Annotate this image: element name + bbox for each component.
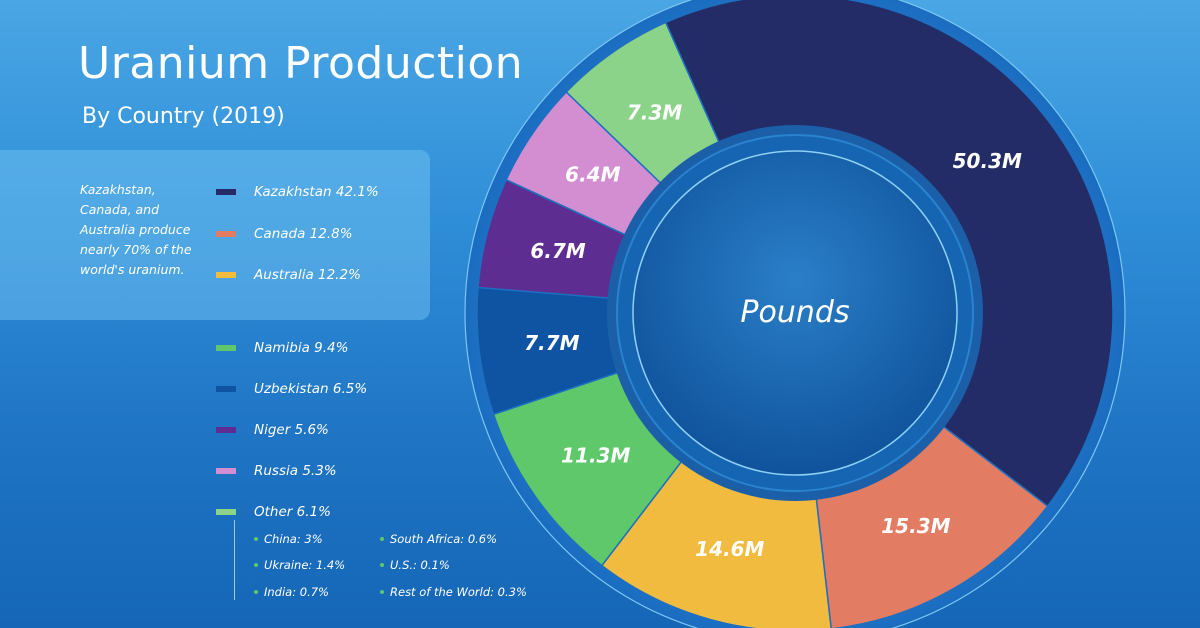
chart-title: Uranium Production (78, 38, 524, 89)
slice-value-label: 50.3M (953, 149, 1022, 173)
center-label: Pounds (740, 295, 849, 330)
slice-labels: 50.3M 15.3M 14.6M 11.3M 7.7M 6.7M 6.4M 7.3M (524, 100, 1022, 561)
legend-swatch (216, 468, 236, 474)
legend-item-russia: Russia 5.3% (216, 461, 337, 481)
legend-label: Australia 12.2% (254, 267, 361, 283)
other-sub-label: South Africa: 0.6% (390, 532, 498, 546)
slice-value-label: 6.4M (565, 163, 620, 187)
bullet-icon (380, 563, 384, 567)
slice-value-label: 14.6M (695, 537, 764, 561)
legend-label: Kazakhstan 42.1% (254, 184, 379, 200)
legend-item-other: Other 6.1% (216, 502, 331, 522)
other-bracket-line (234, 520, 235, 600)
legend-swatch (216, 386, 236, 392)
legend-label: Niger 5.6% (254, 422, 329, 438)
other-sub-label: Rest of the World: 0.3% (390, 585, 527, 599)
legend-label: Russia 5.3% (254, 463, 337, 479)
slice-value-label: 7.7M (524, 331, 579, 355)
other-sub-label: U.S.: 0.1% (390, 558, 450, 572)
legend-item-kazakhstan: Kazakhstan 42.1% (216, 182, 379, 202)
bullet-icon (254, 563, 258, 567)
other-sub-item: Ukraine: 1.4% (254, 558, 345, 572)
legend-swatch (216, 189, 236, 195)
note-text: Kazakhstan, Canada, and Australia produc… (80, 182, 192, 277)
legend-label: Namibia 9.4% (254, 340, 349, 356)
slice-value-label: 6.7M (530, 239, 585, 263)
bullet-icon (380, 590, 384, 594)
slice-value-label: 11.3M (561, 444, 630, 468)
legend-label: Other 6.1% (254, 504, 331, 520)
other-sub-item: China: 3% (254, 532, 323, 546)
note-panel (0, 150, 430, 320)
legend-item-canada: Canada 12.8% (216, 224, 353, 244)
legend-label: Uzbekistan 6.5% (254, 381, 368, 397)
other-sub-item: U.S.: 0.1% (380, 558, 450, 572)
bullet-icon (254, 590, 258, 594)
bullet-icon (380, 537, 384, 541)
other-sub-label: Ukraine: 1.4% (264, 558, 346, 572)
legend-label: Canada 12.8% (254, 226, 353, 242)
legend-swatch (216, 231, 236, 237)
legend-item-niger: Niger 5.6% (216, 420, 329, 440)
legend-item-australia: Australia 12.2% (216, 265, 361, 285)
slice-value-label: 7.3M (627, 100, 682, 124)
other-sub-label: India: 0.7% (264, 585, 329, 599)
legend-swatch (216, 272, 236, 278)
chart-subtitle: By Country (2019) (82, 104, 285, 129)
legend-item-uzbekistan: Uzbekistan 6.5% (216, 379, 367, 399)
slice-value-label: 15.3M (881, 514, 950, 538)
other-sub-item: India: 0.7% (254, 585, 329, 599)
legend-swatch (216, 427, 236, 433)
legend-swatch (216, 345, 236, 351)
center-disc (632, 150, 958, 476)
legend-item-namibia: Namibia 9.4% (216, 338, 348, 358)
bullet-icon (254, 537, 258, 541)
other-sub-item: South Africa: 0.6% (380, 532, 497, 546)
other-sub-label: China: 3% (264, 532, 323, 546)
legend-swatch (216, 509, 236, 515)
other-sub-item: Rest of the World: 0.3% (380, 585, 527, 599)
